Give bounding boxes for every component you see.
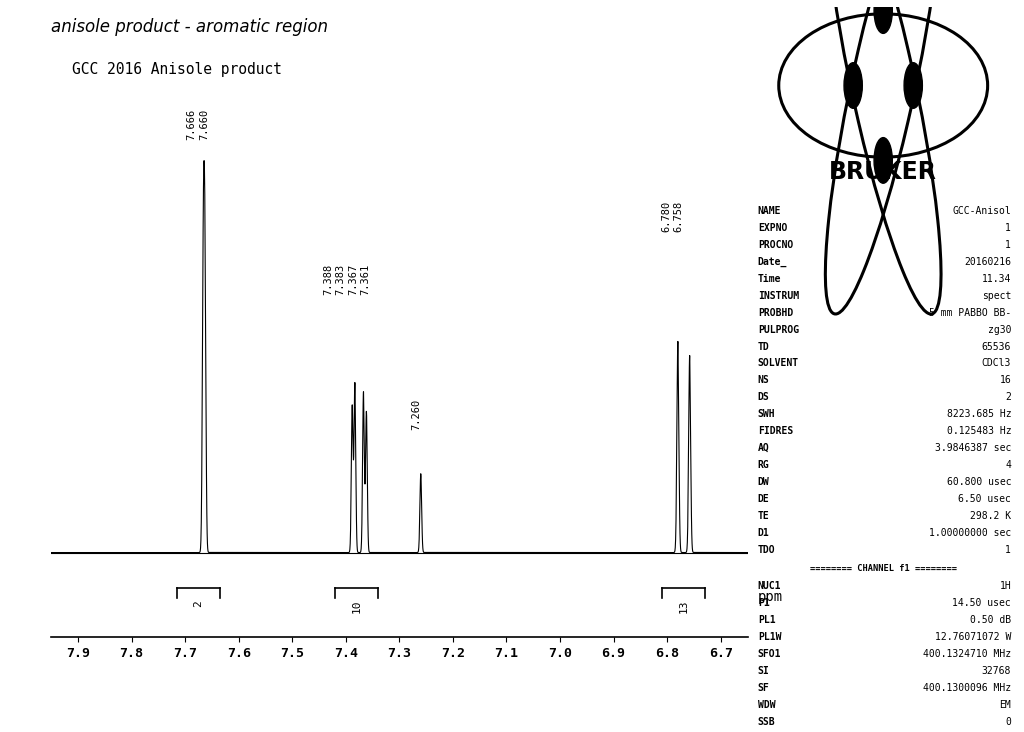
- Text: 400.1300096 MHz: 400.1300096 MHz: [923, 683, 1011, 693]
- Text: 65536: 65536: [982, 342, 1011, 351]
- Text: DS: DS: [758, 392, 770, 403]
- Text: 4: 4: [1006, 460, 1011, 470]
- Text: Time: Time: [758, 274, 781, 284]
- Text: ======== CHANNEL f1 ========: ======== CHANNEL f1 ========: [810, 564, 956, 573]
- Text: PL1: PL1: [758, 615, 775, 625]
- Text: 0.50 dB: 0.50 dB: [970, 615, 1011, 625]
- Text: 7.666
7.660: 7.666 7.660: [186, 108, 209, 140]
- Text: 0: 0: [1006, 717, 1011, 727]
- Text: WDW: WDW: [758, 700, 775, 710]
- Text: 1H: 1H: [999, 581, 1011, 591]
- Text: 2: 2: [1006, 392, 1011, 403]
- Text: PL1W: PL1W: [758, 632, 781, 642]
- Text: 1: 1: [1006, 545, 1011, 555]
- Text: SFO1: SFO1: [758, 649, 781, 659]
- Text: 12.76071072 W: 12.76071072 W: [935, 632, 1011, 642]
- Text: 3.9846387 sec: 3.9846387 sec: [935, 443, 1011, 453]
- Text: INSTRUM: INSTRUM: [758, 291, 799, 301]
- Text: GCC-Anisol: GCC-Anisol: [952, 206, 1011, 216]
- Text: P1: P1: [758, 598, 770, 608]
- Text: NAME: NAME: [758, 206, 781, 216]
- Text: 10: 10: [351, 600, 361, 613]
- Text: EXPNO: EXPNO: [758, 223, 787, 233]
- Text: TD: TD: [758, 342, 770, 351]
- Circle shape: [904, 63, 923, 108]
- Text: ppm: ppm: [758, 590, 783, 604]
- Text: SSB: SSB: [758, 717, 775, 727]
- Text: 1: 1: [1006, 223, 1011, 233]
- Text: DW: DW: [758, 477, 770, 487]
- Text: 6.780
6.758: 6.780 6.758: [662, 201, 684, 232]
- Text: spect: spect: [982, 291, 1011, 301]
- Text: TDO: TDO: [758, 545, 775, 555]
- Circle shape: [844, 63, 862, 108]
- Text: GCC 2016 Anisole product: GCC 2016 Anisole product: [72, 62, 282, 77]
- Text: 6.50 usec: 6.50 usec: [958, 494, 1011, 504]
- Text: 7.388
7.383
7.367
7.361: 7.388 7.383 7.367 7.361: [324, 264, 371, 296]
- Text: 400.1324710 MHz: 400.1324710 MHz: [923, 649, 1011, 659]
- Text: 11.34: 11.34: [982, 274, 1011, 284]
- Text: AQ: AQ: [758, 443, 770, 453]
- Text: PROBHD: PROBHD: [758, 307, 794, 318]
- Text: 7.260: 7.260: [412, 399, 422, 430]
- Text: 1: 1: [1006, 240, 1011, 250]
- Text: TE: TE: [758, 511, 770, 521]
- Text: EM: EM: [999, 700, 1011, 710]
- Text: 298.2 K: 298.2 K: [970, 511, 1011, 521]
- Text: 16: 16: [999, 376, 1011, 386]
- Text: 1.00000000 sec: 1.00000000 sec: [929, 528, 1011, 538]
- Text: NUC1: NUC1: [758, 581, 781, 591]
- Text: 5 mm PABBO BB-: 5 mm PABBO BB-: [929, 307, 1011, 318]
- Text: BRUKER: BRUKER: [829, 160, 937, 184]
- Text: 13: 13: [678, 600, 688, 613]
- Text: DE: DE: [758, 494, 770, 504]
- Text: SF: SF: [758, 683, 770, 693]
- Text: SWH: SWH: [758, 409, 775, 419]
- Text: 0.125483 Hz: 0.125483 Hz: [946, 426, 1011, 436]
- Circle shape: [874, 0, 892, 34]
- Text: Date_: Date_: [758, 257, 787, 267]
- Text: PULPROG: PULPROG: [758, 324, 799, 335]
- Text: NS: NS: [758, 376, 770, 386]
- Text: 2: 2: [194, 600, 204, 607]
- Text: 14.50 usec: 14.50 usec: [952, 598, 1011, 608]
- Text: 60.800 usec: 60.800 usec: [946, 477, 1011, 487]
- Text: anisole product - aromatic region: anisole product - aromatic region: [51, 18, 329, 37]
- Text: PROCNO: PROCNO: [758, 240, 794, 250]
- Text: 32768: 32768: [982, 666, 1011, 676]
- Text: RG: RG: [758, 460, 770, 470]
- Text: CDCl3: CDCl3: [982, 359, 1011, 368]
- Text: zg30: zg30: [988, 324, 1011, 335]
- Text: SI: SI: [758, 666, 770, 676]
- Text: 8223.685 Hz: 8223.685 Hz: [946, 409, 1011, 419]
- Circle shape: [874, 138, 892, 183]
- Text: FIDRES: FIDRES: [758, 426, 794, 436]
- Text: 20160216: 20160216: [965, 257, 1011, 267]
- Text: D1: D1: [758, 528, 770, 538]
- Text: SOLVENT: SOLVENT: [758, 359, 799, 368]
